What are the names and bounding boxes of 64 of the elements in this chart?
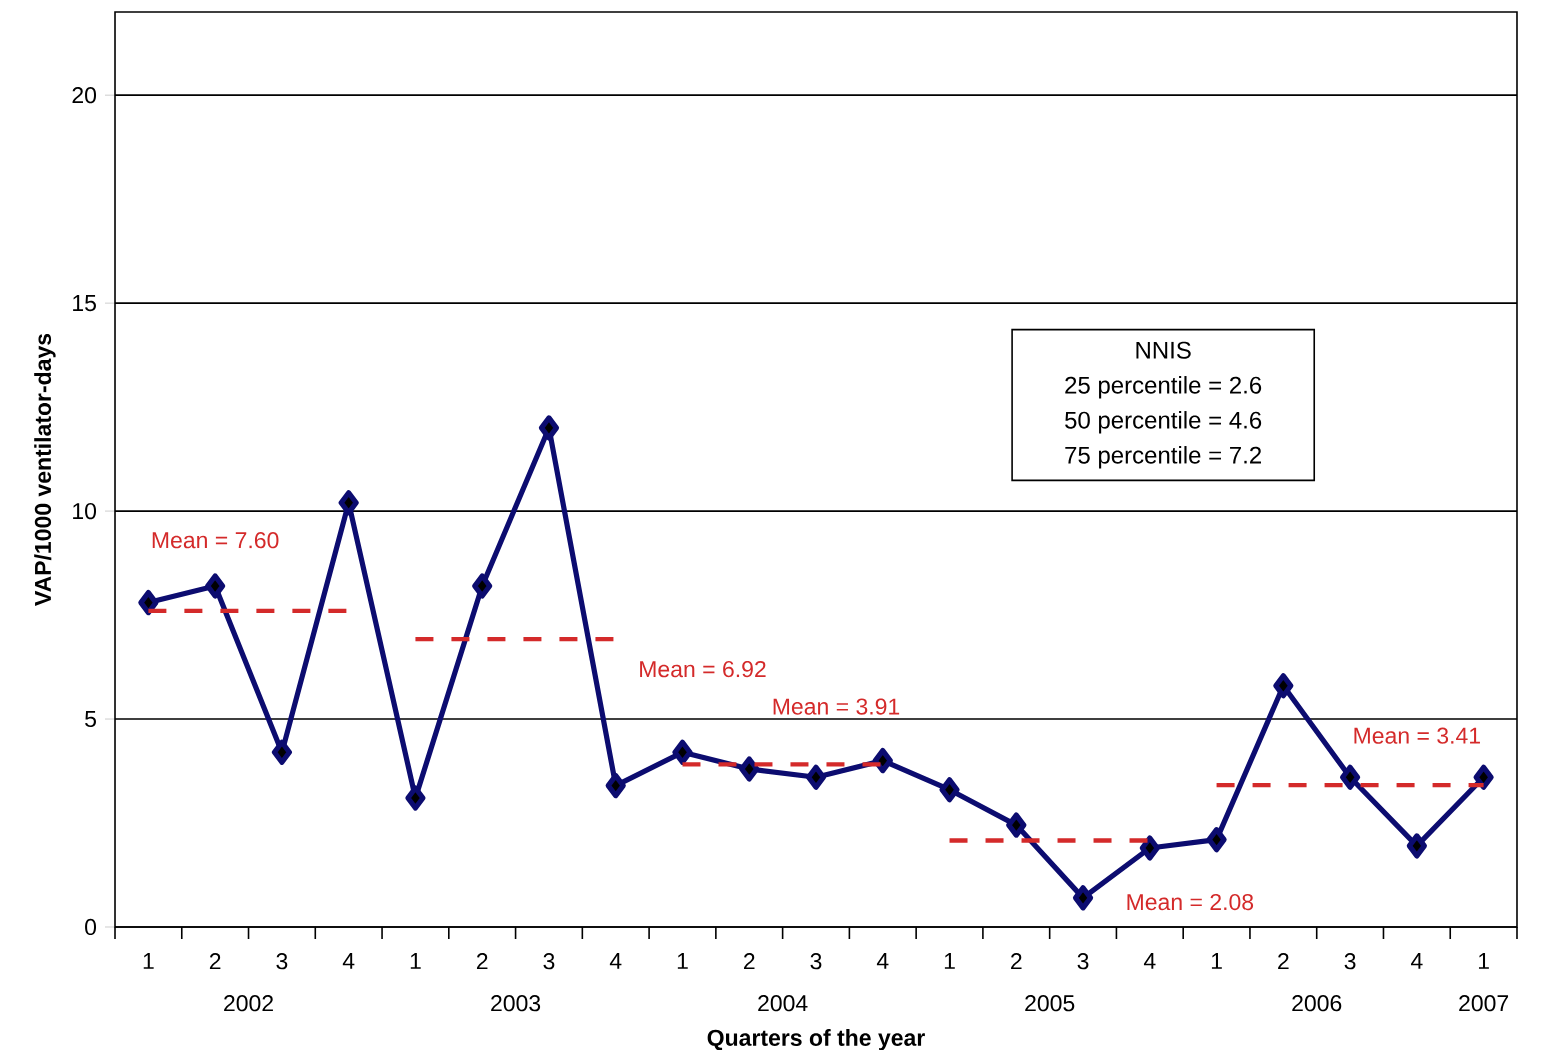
text: 2005	[1025, 995, 1075, 1012]
text: 2007	[1459, 995, 1509, 1012]
x-tick-label: 1	[410, 953, 421, 969]
text: Mean = 7.60	[152, 532, 279, 549]
y-tick-label: 0	[85, 918, 97, 936]
point	[405, 785, 426, 811]
text: Mean = 2.08	[1127, 893, 1254, 911]
annotation: NNIS	[1136, 341, 1191, 359]
point	[1473, 764, 1494, 790]
point	[1273, 673, 1294, 699]
annotation: 25 percentile = 2.6	[1065, 376, 1262, 399]
y-tick-label: 20	[72, 87, 97, 104]
x-tick-label: 4	[1410, 953, 1423, 969]
point	[1006, 812, 1027, 838]
point	[805, 764, 827, 790]
point	[538, 415, 560, 441]
x-tick-label: 2	[209, 953, 221, 970]
x-tick-label: 1	[677, 953, 688, 969]
y-axis-title: VAP/1000 ventilator-days	[34, 333, 56, 606]
x-tick-label: 3	[1344, 953, 1356, 970]
x-tick-label: 2	[1278, 953, 1289, 970]
point	[939, 777, 960, 803]
x-axis-title: Quarters of the year	[707, 1029, 925, 1050]
x-tick-label: 1	[143, 953, 154, 969]
point	[472, 573, 493, 599]
text: 2006	[1292, 995, 1342, 1012]
x-tick-label: 2	[476, 953, 488, 970]
point	[672, 739, 693, 765]
series-label: Mean = 6.92	[640, 660, 766, 678]
text: 2003	[491, 995, 541, 1012]
point	[1139, 835, 1160, 861]
x-tick-label: 4	[876, 953, 889, 969]
y-tick-label: 5	[85, 711, 96, 728]
x-tick-label: 4	[342, 953, 355, 969]
text: 2002	[224, 995, 273, 1012]
x-tick-label: 4	[609, 953, 622, 969]
text: 2004	[758, 995, 808, 1012]
x-tick-label: 1	[1211, 953, 1222, 969]
x-tick-label: 3	[810, 953, 822, 970]
point	[605, 772, 626, 799]
x-tick-label: 1	[944, 953, 955, 969]
x-tick-label: 2	[1011, 953, 1022, 970]
y-tick-label: 15	[73, 295, 96, 312]
series-label: Mean = 3.41	[1354, 727, 1480, 744]
point	[138, 589, 159, 616]
y-tick-label: 10	[73, 502, 97, 520]
point	[205, 573, 226, 599]
x-tick-label: 3	[1077, 953, 1089, 970]
x-tick-label: 2	[744, 953, 755, 970]
point	[739, 756, 760, 782]
annotation: 75 percentile = 7.2	[1065, 446, 1261, 469]
point	[1206, 827, 1227, 853]
text: Mean = 3.91	[773, 698, 900, 715]
x-tick-label: 3	[276, 953, 288, 970]
point	[1406, 833, 1427, 859]
point	[1340, 764, 1361, 790]
x-tick-label: 3	[543, 953, 555, 970]
point	[872, 748, 893, 774]
annotation: 50 percentile = 4.6	[1065, 411, 1262, 434]
x-tick-label: 1	[1478, 953, 1489, 969]
point	[271, 739, 293, 765]
x-tick-label: 4	[1143, 953, 1156, 969]
point	[338, 490, 359, 516]
point	[1072, 885, 1094, 911]
